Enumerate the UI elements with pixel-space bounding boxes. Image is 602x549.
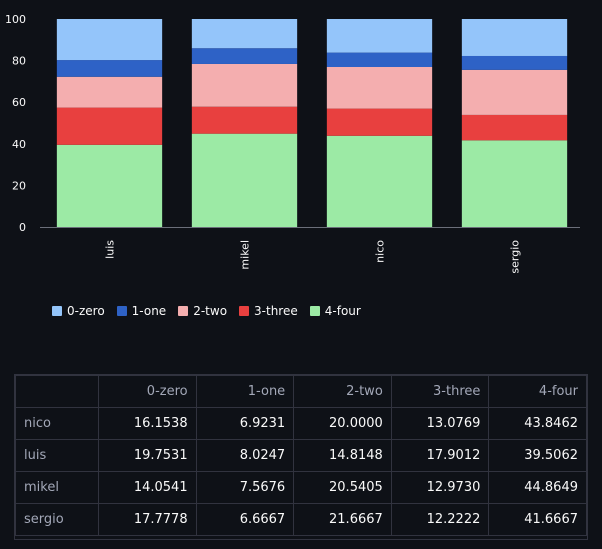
table-header-index[interactable]: [15, 375, 99, 408]
table-header-row: 0-zero 1-one 2-two 3-three 4-four: [15, 375, 587, 408]
table-cell[interactable]: 14.8148: [293, 439, 392, 472]
table-row: luis 19.7531 8.0247 14.8148 17.9012 39.5…: [15, 439, 587, 472]
table-cell[interactable]: 8.0247: [195, 439, 295, 472]
table-cell[interactable]: 19.7531: [98, 439, 197, 472]
table-cell[interactable]: 20.5405: [293, 471, 392, 504]
table-cell[interactable]: 7.5676: [195, 471, 295, 504]
chart-legend: 0-zero 1-one 2-two 3-three 4-four: [52, 304, 361, 318]
legend-label: 4-four: [324, 304, 361, 318]
table-header[interactable]: 4-four: [488, 375, 587, 408]
x-tick-label: nico: [374, 240, 387, 263]
bar-segment: [461, 140, 568, 227]
legend-label: 3-three: [254, 304, 298, 318]
bar-segment: [56, 107, 163, 145]
x-tick-label: sergio: [509, 240, 522, 274]
bar-segment: [461, 114, 568, 141]
bar-segment: [326, 135, 433, 227]
table-cell[interactable]: 39.5062: [488, 439, 587, 472]
legend-swatch: [309, 306, 320, 316]
table-cell[interactable]: 16.1538: [98, 407, 197, 440]
y-tick-label: 100: [5, 13, 26, 26]
y-tick-label: 60: [12, 96, 26, 109]
table-header[interactable]: 3-three: [390, 375, 490, 408]
bar-segment: [326, 66, 433, 109]
table-cell[interactable]: 12.2222: [390, 503, 490, 536]
table-header[interactable]: 2-two: [293, 375, 392, 408]
row-label[interactable]: luis: [15, 439, 99, 472]
table-cell[interactable]: 17.9012: [390, 439, 490, 472]
bar-segment: [191, 48, 298, 64]
row-label[interactable]: nico: [15, 407, 99, 440]
bar-segment: [461, 69, 568, 115]
bar-segment: [191, 63, 298, 107]
legend-item-4[interactable]: 4-four: [309, 304, 361, 318]
table-cell[interactable]: 14.0541: [98, 471, 197, 504]
y-tick-label: 20: [12, 179, 26, 192]
legend-item-0[interactable]: 0-zero: [52, 304, 105, 318]
bar-segment: [461, 55, 568, 70]
table-cell[interactable]: 13.0769: [390, 407, 490, 440]
table-row: mikel 14.0541 7.5676 20.5405 12.9730 44.…: [15, 471, 587, 504]
bar-segment: [326, 19, 433, 53]
x-tick-label: luis: [104, 240, 117, 259]
stacked-bar-chart: 0 20 40 60 80 100 luis mikel nico sergio: [5, 13, 580, 274]
y-tick-label: 40: [12, 138, 26, 151]
table-row: nico 16.1538 6.9231 20.0000 13.0769 43.8…: [15, 407, 587, 440]
bar-segment: [461, 19, 568, 56]
bar-segment: [56, 76, 163, 108]
table-cell[interactable]: 17.7778: [98, 503, 197, 536]
legend-item-1[interactable]: 1-one: [116, 304, 167, 318]
data-table[interactable]: 0-zero 1-one 2-two 3-three 4-four nico 1…: [14, 374, 588, 540]
legend-item-2[interactable]: 2-two: [178, 304, 227, 318]
bar-segment: [191, 19, 298, 49]
bar-segment: [191, 106, 298, 134]
legend-swatch: [178, 306, 189, 316]
table-cell[interactable]: 41.6667: [488, 503, 587, 536]
legend-label: 2-two: [193, 304, 228, 318]
y-tick-label: 0: [19, 221, 26, 234]
table-cell[interactable]: 6.9231: [195, 407, 295, 440]
table-cell[interactable]: 43.8462: [488, 407, 587, 440]
legend-item-3[interactable]: 3-three: [239, 304, 298, 318]
y-tick-label: 80: [12, 55, 26, 68]
bar-segment: [56, 144, 163, 227]
row-label[interactable]: sergio: [15, 503, 99, 536]
legend-swatch: [239, 306, 250, 316]
table-cell[interactable]: 12.9730: [390, 471, 490, 504]
legend-label: 0-zero: [67, 304, 105, 318]
table-header[interactable]: 1-one: [195, 375, 295, 408]
legend-swatch: [52, 306, 62, 316]
table-row: sergio 17.7778 6.6667 21.6667 12.2222 41…: [15, 503, 587, 536]
bar-segment: [56, 19, 163, 61]
legend-swatch: [116, 306, 127, 316]
bar-segment: [326, 52, 433, 67]
table-cell[interactable]: 21.6667: [293, 503, 392, 536]
row-label[interactable]: mikel: [15, 471, 99, 504]
legend-label: 1-one: [131, 304, 167, 318]
table-cell[interactable]: 20.0000: [293, 407, 392, 440]
table-cell[interactable]: 44.8649: [488, 471, 587, 504]
bar-segment: [56, 60, 163, 77]
x-tick-label: mikel: [239, 240, 252, 270]
table-cell[interactable]: 6.6667: [195, 503, 295, 536]
bar-segment: [191, 133, 298, 227]
bar-segment: [326, 108, 433, 136]
table-header[interactable]: 0-zero: [98, 375, 197, 408]
